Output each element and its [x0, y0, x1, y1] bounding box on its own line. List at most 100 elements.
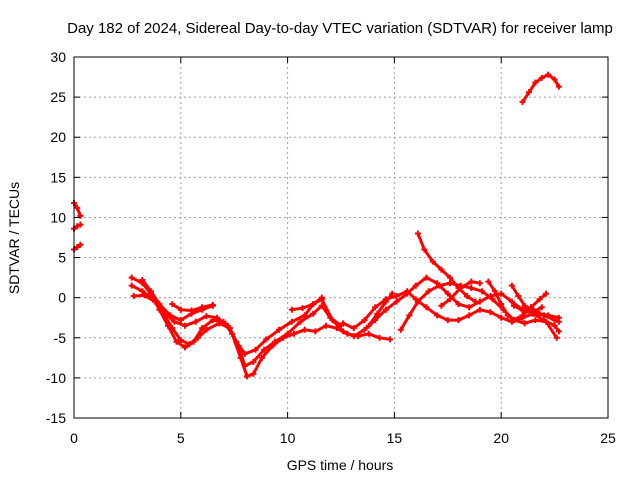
data-point [393, 293, 400, 300]
data-point [455, 301, 462, 308]
data-point [141, 292, 148, 299]
data-point [434, 312, 441, 319]
data-point [299, 305, 306, 312]
data-point [139, 277, 146, 284]
series-track-q [511, 302, 562, 321]
data-point [438, 302, 445, 309]
data-point [498, 314, 505, 321]
data-point [464, 293, 471, 300]
data-point [423, 274, 430, 281]
axis-ticks [73, 56, 609, 419]
data-point [444, 290, 451, 297]
data-point [297, 318, 304, 325]
data-point [393, 298, 400, 305]
data-point [173, 338, 180, 345]
y-tick-label: 5 [58, 250, 66, 266]
data-point [478, 288, 485, 295]
data-point [429, 258, 436, 265]
data-point [382, 306, 389, 313]
series-track-e [128, 282, 344, 369]
data-point [528, 304, 535, 311]
grid-lines [74, 57, 608, 418]
y-tick-label: 10 [50, 209, 66, 225]
data-point [521, 302, 528, 309]
data-point [545, 312, 552, 319]
data-point [404, 288, 411, 295]
data-point [241, 362, 248, 369]
data-point [156, 301, 163, 308]
x-tick-labels: 0 5 10 15 20 25 [70, 430, 616, 446]
data-point [414, 230, 421, 237]
data-point [361, 317, 368, 324]
data-point [77, 212, 84, 219]
x-tick-label: 25 [600, 430, 616, 446]
data-point [216, 320, 223, 327]
chart-title: Day 182 of 2024, Sidereal Day-to-day VTE… [67, 20, 613, 37]
data-point [511, 302, 518, 309]
data-point [192, 318, 199, 325]
series-track-k [365, 290, 396, 329]
data-point [261, 346, 268, 353]
data-point [519, 98, 526, 105]
data-point [318, 296, 325, 303]
data-point [252, 346, 259, 353]
data-point [543, 290, 550, 297]
data-point [169, 325, 176, 332]
data-point [543, 318, 550, 325]
data-point [412, 282, 419, 289]
x-tick-label: 0 [70, 430, 78, 446]
y-tick-label: 30 [50, 49, 66, 65]
data-point [553, 334, 560, 341]
data-point [491, 288, 498, 295]
data-point [446, 280, 453, 287]
data-point [365, 330, 372, 337]
data-point [508, 298, 515, 305]
data-point [128, 282, 135, 289]
data-point [169, 301, 176, 308]
data-point [387, 336, 394, 343]
x-tick-label: 15 [387, 430, 403, 446]
data-point [476, 280, 483, 287]
y-axis-label: SDTVAR / TECUs [6, 182, 22, 294]
data-point [350, 325, 357, 332]
data-point [446, 274, 453, 281]
x-axis-label: GPS time / hours [287, 457, 394, 473]
data-point [74, 223, 81, 230]
data-point [515, 293, 522, 300]
data-point [504, 312, 511, 319]
data-point [545, 71, 552, 78]
data-point [551, 322, 558, 329]
data-point [209, 301, 216, 308]
data-point [457, 285, 464, 292]
data-point [498, 290, 505, 297]
data-point [291, 330, 298, 337]
series-line [341, 289, 561, 330]
data-point [511, 317, 518, 324]
data-point [250, 370, 257, 377]
data-point [167, 312, 174, 319]
data-point [438, 266, 445, 273]
data-point [224, 322, 231, 329]
data-point [186, 341, 193, 348]
y-tick-label: 20 [50, 129, 66, 145]
data-point [312, 328, 319, 335]
data-point [288, 306, 295, 313]
data-point [489, 296, 496, 303]
data-point [508, 282, 515, 289]
data-point [538, 74, 545, 81]
data-point [466, 304, 473, 311]
data-point [171, 318, 178, 325]
y-tick-label: 0 [58, 290, 66, 306]
data-point [468, 285, 475, 292]
data-point [194, 334, 201, 341]
series-track-n [438, 278, 483, 309]
data-point [263, 336, 270, 343]
data-point [397, 326, 404, 333]
series-track-r [519, 71, 562, 105]
data-point [444, 317, 451, 324]
data-point [350, 333, 357, 340]
data-point [382, 298, 389, 305]
data-point [310, 310, 317, 317]
data-point [532, 317, 539, 324]
data-point [203, 326, 210, 333]
